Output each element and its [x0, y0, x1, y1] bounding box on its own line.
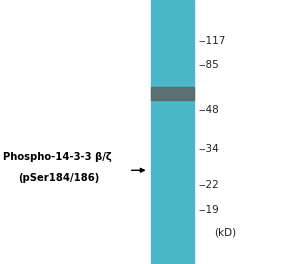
- Text: (kD): (kD): [214, 227, 236, 237]
- Text: --22: --22: [198, 180, 219, 190]
- Text: (pSer184/186): (pSer184/186): [18, 173, 100, 183]
- Text: --34: --34: [198, 144, 219, 154]
- Text: --48: --48: [198, 105, 219, 115]
- Text: --117: --117: [198, 36, 226, 46]
- Text: --85: --85: [198, 60, 219, 70]
- Text: --19: --19: [198, 205, 219, 215]
- Bar: [151, 0, 194, 264]
- Bar: [151, 87, 194, 100]
- Text: Phospho-14-3-3 β/ζ: Phospho-14-3-3 β/ζ: [3, 152, 112, 162]
